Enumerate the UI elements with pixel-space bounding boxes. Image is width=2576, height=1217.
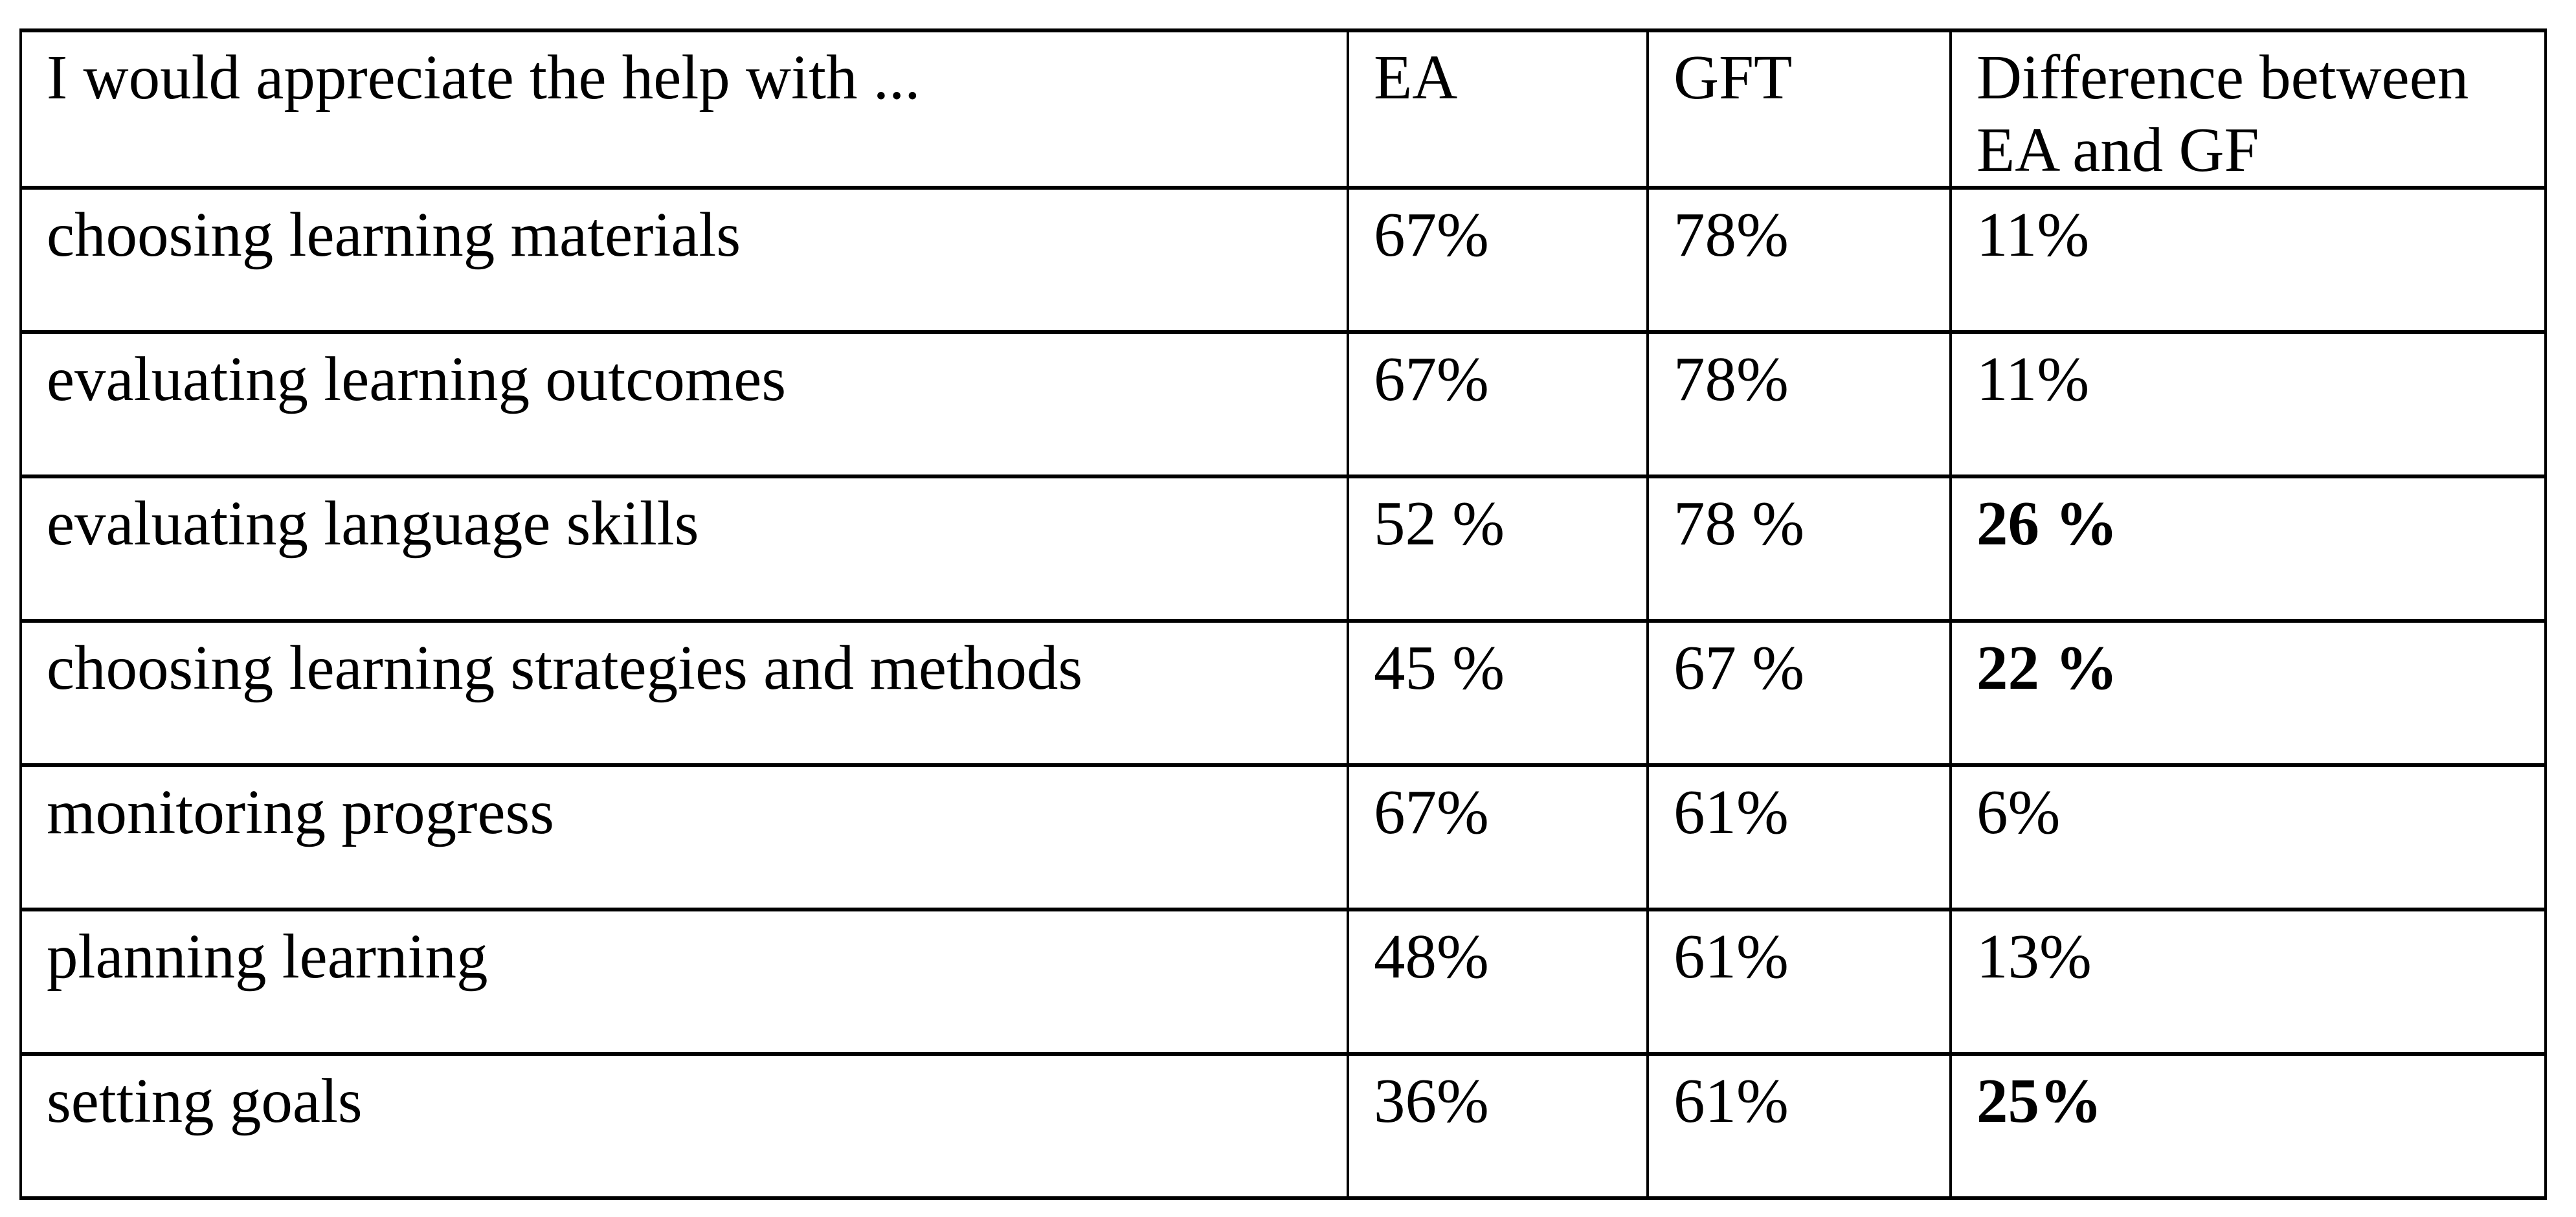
table-header-row: I would appreciate the help with ... EA … [19,28,2547,190]
header-cell-question: I would appreciate the help with ... [19,28,1349,190]
ea-value-cell: 67% [1347,330,1649,479]
row-label-cell: evaluating learning outcomes [19,330,1349,479]
difference-value-cell: 25% [1949,1052,2547,1201]
table-row: monitoring progress 67% 61% 6% [19,763,2547,912]
difference-value-cell: 22 % [1949,619,2547,768]
table-row: evaluating language skills 52 % 78 % 26 % [19,475,2547,623]
ea-value-cell: 45 % [1347,619,1649,768]
gft-value-cell: 67 % [1646,619,1952,768]
table-row: planning learning 48% 61% 13% [19,908,2547,1056]
header-cell-gft: GFT [1646,28,1952,190]
difference-value-cell: 26 % [1949,475,2547,623]
gft-value-cell: 78 % [1646,475,1952,623]
row-label-cell: choosing learning materials [19,186,1349,335]
gft-value-cell: 61% [1646,1052,1952,1201]
gft-value-cell: 61% [1646,908,1952,1056]
row-label-cell: setting goals [19,1052,1349,1201]
table-row: choosing learning materials 67% 78% 11% [19,186,2547,335]
difference-value-cell: 13% [1949,908,2547,1056]
table-row: choosing learning strategies and methods… [19,619,2547,768]
row-label-cell: choosing learning strategies and methods [19,619,1349,768]
ea-value-cell: 52 % [1347,475,1649,623]
table-row: evaluating learning outcomes 67% 78% 11% [19,330,2547,479]
ea-value-cell: 36% [1347,1052,1649,1201]
difference-value-cell: 11% [1949,330,2547,479]
difference-value-cell: 6% [1949,763,2547,912]
ea-value-cell: 67% [1347,186,1649,335]
survey-results-table: I would appreciate the help with ... EA … [19,28,2547,1201]
ea-value-cell: 67% [1347,763,1649,912]
row-label-cell: monitoring progress [19,763,1349,912]
gft-value-cell: 61% [1646,763,1952,912]
header-cell-ea: EA [1347,28,1649,190]
ea-value-cell: 48% [1347,908,1649,1056]
difference-value-cell: 11% [1949,186,2547,335]
header-cell-difference: Difference between EA and GF [1949,28,2547,190]
gft-value-cell: 78% [1646,186,1952,335]
table-row: setting goals 36% 61% 25% [19,1052,2547,1201]
row-label-cell: planning learning [19,908,1349,1056]
gft-value-cell: 78% [1646,330,1952,479]
row-label-cell: evaluating language skills [19,475,1349,623]
